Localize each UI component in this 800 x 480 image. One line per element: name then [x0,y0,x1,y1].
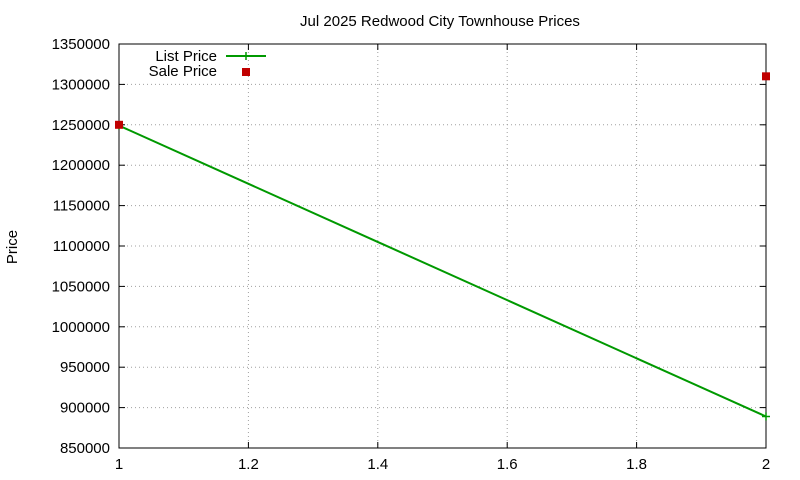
legend: List Price Sale Price [149,48,266,80]
chart-title: Jul 2025 Redwood City Townhouse Prices [300,13,580,30]
list-price-point [762,412,770,421]
y-axis-label: Price [4,230,21,264]
y-tick-label: 950000 [60,359,110,376]
list-price-line [118,124,767,418]
sale-price-point [115,120,123,129]
y-tick-label: 1000000 [52,319,110,336]
y-tick-label: 1150000 [53,198,110,215]
legend-label-sale-price: Sale Price [149,63,217,80]
legend-marker-sale-price [242,68,250,76]
y-tick-label: 900000 [60,400,110,417]
grid [119,44,766,448]
plot-border [118,43,767,449]
y-tick-label: 1350000 [52,36,110,53]
y-tick-label: 850000 [60,440,110,457]
x-tick-label: 1.6 [497,456,518,473]
x-tick-label: 1 [115,456,123,473]
legend-label-list-price: List Price [155,48,217,65]
x-tick-label: 1.2 [238,456,259,473]
y-tick-label: 1200000 [52,157,110,174]
legend-marker-list-price [242,52,250,60]
y-tick-label: 1100000 [53,238,110,255]
x-tick-label: 2 [762,456,770,473]
y-tick-label: 1050000 [52,278,110,295]
y-tick-label: 1250000 [52,117,110,134]
x-tick-label: 1.8 [626,456,647,473]
sale-price-point [762,72,770,81]
tick-labels: 850000 900000 950000 1000000 1050000 1100000 1… [52,36,771,473]
y-tick-label: 1300000 [52,76,110,93]
series-layer [115,72,770,421]
x-tick-label: 1.4 [367,456,388,473]
axes [118,43,767,449]
